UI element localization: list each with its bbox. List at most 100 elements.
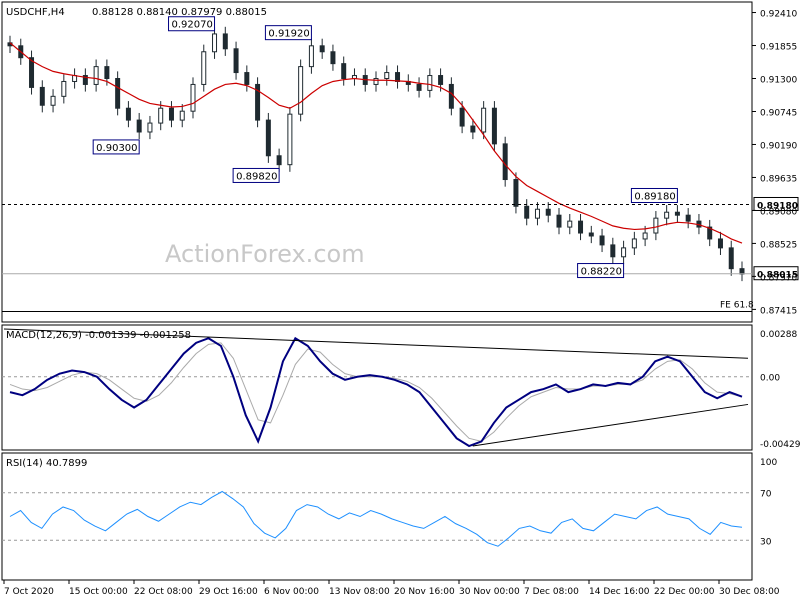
moving-average-line — [9, 42, 743, 244]
rsi-tick-label: 100 — [760, 458, 777, 468]
candle-body — [276, 155, 282, 166]
candle-body — [136, 119, 142, 133]
macd-signal-line — [9, 342, 743, 442]
candle-body — [287, 113, 293, 166]
price-annotation-label: 0.88220 — [581, 267, 622, 278]
price-annotation-label: 0.89180 — [634, 191, 675, 202]
price-annotation-box — [168, 16, 216, 32]
candle-body — [341, 63, 347, 80]
candle-body — [416, 83, 422, 91]
candle-body — [578, 220, 584, 234]
symbol-label: USDCHF,H4 — [6, 7, 65, 18]
candle-body — [491, 107, 497, 145]
candle-body — [653, 217, 659, 234]
x-tick-label: 30 Nov 00:00 — [459, 587, 520, 597]
x-tick-label: 6 Nov 00:00 — [264, 587, 319, 597]
rsi-layer — [2, 490, 752, 547]
price-tick-label: 0.92410 — [760, 10, 797, 20]
price-annotation-label: 0.89820 — [236, 171, 277, 182]
candle-body — [298, 66, 304, 115]
x-tick-label: 14 Dec 16:00 — [589, 587, 650, 597]
price-annotation-box — [577, 263, 625, 279]
candle-body — [61, 80, 67, 97]
x-tick-label: 30 Dec 08:00 — [719, 587, 780, 597]
candle-body — [190, 83, 196, 112]
rsi-tick-label: 70 — [760, 490, 772, 500]
price-annotation-label: 0.90300 — [96, 143, 137, 154]
candle-body — [212, 33, 218, 53]
macd-panel-border — [1, 324, 753, 451]
candle-body — [728, 247, 734, 270]
candle-body — [621, 247, 627, 258]
price-tick-label: 0.91300 — [760, 76, 797, 86]
x-tick-label: 15 Oct 00:00 — [69, 587, 128, 597]
candle-body — [168, 107, 174, 121]
price-panel-border — [1, 1, 753, 323]
candle-body — [642, 232, 648, 240]
x-tick-label: 13 Nov 08:00 — [329, 587, 390, 597]
macd-main-line — [9, 336, 743, 448]
candle-body — [534, 208, 540, 219]
candle-body — [481, 107, 487, 133]
candle-body — [631, 238, 637, 249]
macd-tick-label: 0.00288 — [760, 330, 797, 340]
macd-layer — [2, 328, 752, 448]
macd-title: MACD(12,26,9) -0.001339 -0.001258 — [6, 330, 191, 341]
candle-body — [158, 107, 164, 124]
candle-body — [717, 238, 723, 249]
candle-body — [233, 48, 239, 74]
price-annotation-box — [630, 187, 678, 203]
candle-body — [470, 125, 476, 133]
price-tick-label: 0.88525 — [760, 240, 797, 250]
candle-body — [222, 33, 228, 50]
candle-body — [739, 268, 745, 275]
price-tag-box — [753, 196, 799, 211]
candle-body — [459, 107, 465, 127]
candle-body — [502, 143, 508, 181]
candle-body — [244, 72, 250, 85]
candle-body — [373, 78, 379, 85]
candle-body — [524, 205, 530, 219]
price-annotation-box — [92, 139, 140, 155]
price-tick-label: 0.87970 — [760, 273, 797, 283]
candle-body — [395, 72, 401, 82]
x-tick-label: 22 Oct 08:00 — [134, 587, 193, 597]
x-tick-label: 22 Dec 00:00 — [654, 587, 715, 597]
candle-body — [255, 83, 261, 121]
x-tick-label: 7 Oct 2020 — [4, 587, 54, 597]
candle-body — [179, 110, 185, 121]
rsi-line — [9, 490, 743, 547]
price-tag-box — [753, 266, 799, 281]
rsi-panel-border — [1, 452, 753, 581]
price-tick-label: 0.87415 — [760, 306, 797, 316]
candle-body — [93, 66, 99, 85]
candle-body — [513, 179, 519, 207]
candle-body — [556, 214, 562, 228]
candle-body — [448, 83, 454, 109]
candle-body — [599, 235, 605, 246]
candle-body — [82, 75, 88, 85]
candle-body — [685, 214, 691, 222]
candle-body — [330, 51, 336, 65]
candle-body — [72, 75, 78, 82]
candle-body — [567, 220, 573, 228]
price-tag-label: 0.88015 — [757, 271, 798, 281]
price-annotation-label: 0.91920 — [268, 29, 309, 40]
price-tick-label: 0.90745 — [760, 108, 797, 118]
candle-body — [707, 226, 713, 240]
price-annotation-box — [264, 25, 312, 41]
price-annotation-box — [232, 167, 280, 183]
price-layer: 0.89180 0.88015 FE 61.8 0.92070 0.91920 0.903… — [2, 16, 799, 312]
candle-body — [308, 45, 314, 68]
x-tick-label: 7 Dec 08:00 — [524, 587, 579, 597]
price-tick-label: 0.89635 — [760, 174, 797, 184]
ohlc-label: 0.88128 0.88140 0.87979 0.88015 — [92, 7, 267, 18]
candle-body — [438, 75, 444, 85]
candle-body — [588, 232, 594, 237]
macd-tick-label: -0.004298 — [760, 440, 800, 450]
candle-body — [265, 119, 271, 157]
candle-body — [384, 72, 390, 80]
price-tag-label: 0.89180 — [757, 201, 798, 211]
